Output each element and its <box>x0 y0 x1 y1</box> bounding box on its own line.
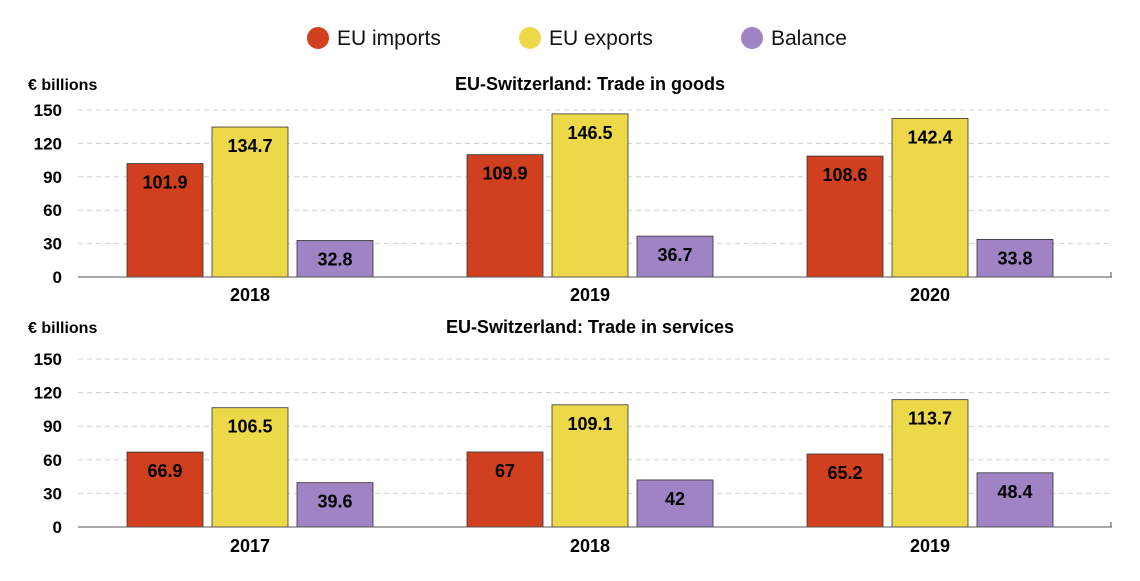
bar-eu-imports <box>466 451 544 528</box>
bar-value-label: 65.2 <box>827 463 862 483</box>
legend-item-2: EU exports <box>519 27 653 50</box>
bar-value-label: 134.7 <box>227 136 272 156</box>
bar-eu-imports <box>806 155 884 278</box>
bar-eu-exports <box>891 399 969 528</box>
bar-value-label: 109.1 <box>567 414 612 434</box>
x-category-label: 2018 <box>230 285 270 305</box>
y-tick-label: 90 <box>43 168 62 187</box>
bar-eu-imports <box>126 163 204 278</box>
chart-title: EU-Switzerland: Trade in services <box>446 317 734 337</box>
y-tick-label: 30 <box>43 484 62 503</box>
bar-value-label: 109.9 <box>482 164 527 184</box>
y-tick-label: 120 <box>34 384 62 403</box>
bar-value-label: 101.9 <box>142 173 187 193</box>
bar-eu-exports <box>551 404 629 528</box>
y-tick-label: 60 <box>43 451 62 470</box>
bar-eu-imports <box>466 154 544 278</box>
chart-panels: € billions EU-Switzerland: Trade in goods… <box>28 74 1112 556</box>
legend-label: Balance <box>771 27 847 50</box>
bar-eu-exports <box>891 118 969 278</box>
x-category-label: 2019 <box>570 285 610 305</box>
y-tick-label: 60 <box>43 201 62 220</box>
bar-value-label: 33.8 <box>997 248 1032 268</box>
bar-value-label: 106.5 <box>227 417 272 437</box>
bar-value-label: 108.6 <box>822 165 867 185</box>
chart-panel-1: € billions EU-Switzerland: Trade in goods… <box>28 74 1112 305</box>
bar-value-label: 142.4 <box>907 127 952 147</box>
y-axis-unit-label: € billions <box>28 320 97 337</box>
bar-value-label: 146.5 <box>567 123 612 143</box>
bar-value-label: 39.6 <box>317 492 352 512</box>
legend-swatch <box>307 27 329 49</box>
y-tick-label: 0 <box>53 268 62 287</box>
bar-balance <box>296 482 374 528</box>
x-category-label: 2017 <box>230 536 270 556</box>
bar-eu-imports <box>806 453 884 528</box>
bar-eu-exports <box>211 126 289 278</box>
legend-item-3: Balance <box>741 27 847 50</box>
y-tick-label: 150 <box>34 101 62 120</box>
y-tick-label: 0 <box>53 518 62 537</box>
legend-item-1: EU imports <box>307 27 441 50</box>
bar-value-label: 67 <box>495 461 515 481</box>
bar-value-label: 42 <box>665 489 685 509</box>
bar-value-label: 48.4 <box>997 482 1032 502</box>
bar-eu-exports <box>211 407 289 528</box>
x-category-label: 2020 <box>910 285 950 305</box>
y-tick-label: 90 <box>43 417 62 436</box>
y-tick-label: 120 <box>34 134 62 153</box>
legend: EU imports EU exports Balance <box>307 27 847 50</box>
legend-swatch <box>519 27 541 49</box>
x-category-label: 2019 <box>910 536 950 556</box>
bar-value-label: 36.7 <box>657 245 692 265</box>
y-tick-label: 30 <box>43 235 62 254</box>
bar-eu-imports <box>126 451 204 528</box>
chart-title: EU-Switzerland: Trade in goods <box>455 74 725 94</box>
bar-eu-exports <box>551 113 629 278</box>
bar-balance <box>976 472 1054 528</box>
y-tick-label: 150 <box>34 350 62 369</box>
x-category-label: 2018 <box>570 536 610 556</box>
bar-balance <box>636 479 714 528</box>
legend-label: EU exports <box>549 27 653 50</box>
chart-panel-2: € billions EU-Switzerland: Trade in servi… <box>28 317 1112 556</box>
legend-swatch <box>741 27 763 49</box>
bar-balance <box>976 238 1054 278</box>
bar-value-label: 66.9 <box>147 461 182 481</box>
y-axis-unit-label: € billions <box>28 77 97 94</box>
legend-label: EU imports <box>337 27 441 50</box>
bar-value-label: 113.7 <box>908 409 952 429</box>
bar-value-label: 32.8 <box>317 249 352 269</box>
